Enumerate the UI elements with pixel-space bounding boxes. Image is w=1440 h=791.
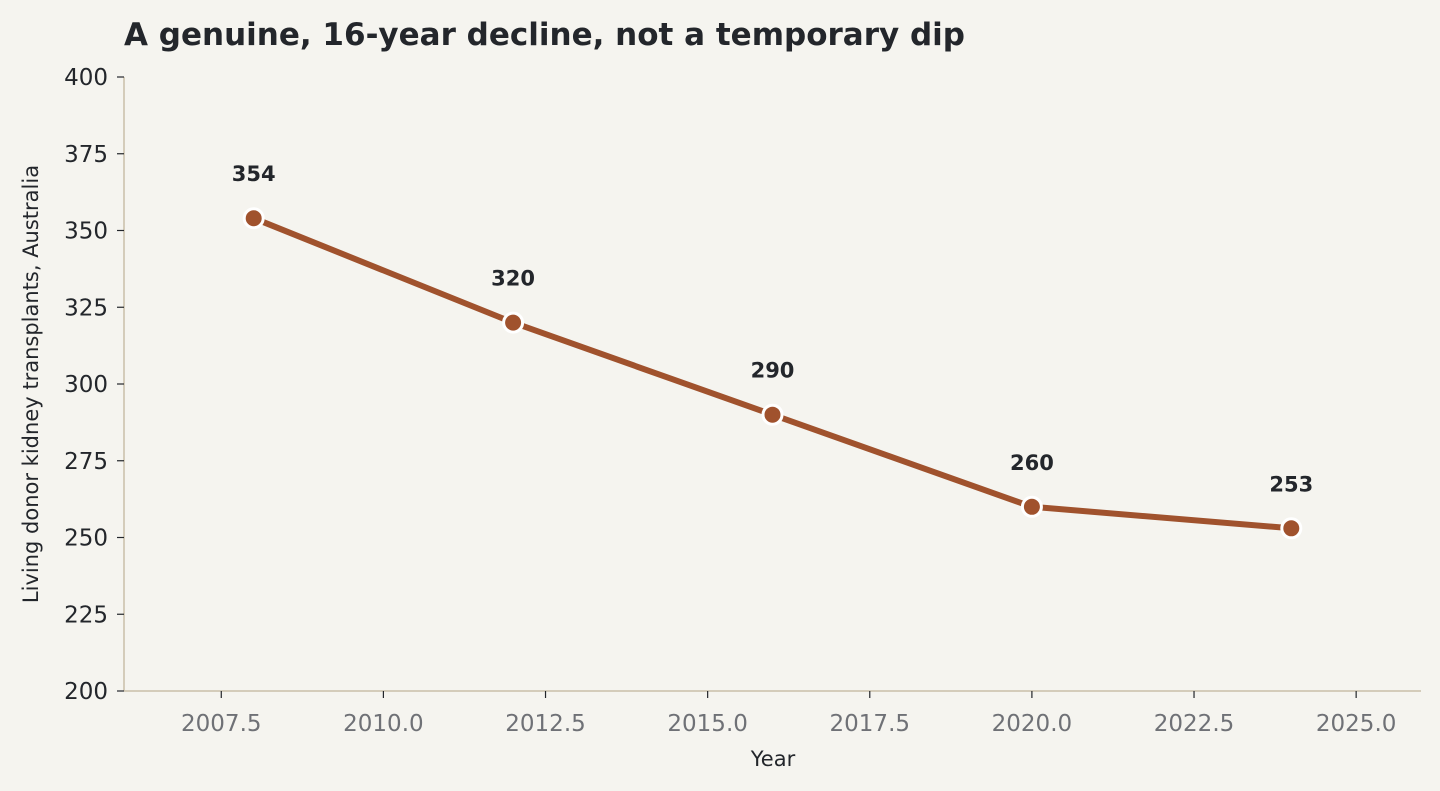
y-tick-label: 375 [64, 142, 108, 168]
y-tick-label: 400 [64, 65, 108, 91]
chart-title: A genuine, 16-year decline, not a tempor… [124, 17, 965, 53]
data-label: 253 [1269, 472, 1313, 496]
y-tick-label: 200 [64, 679, 108, 705]
y-axis: 200 225 250 275 300 325 350 375 400 [64, 65, 125, 705]
y-tick-label: 350 [64, 219, 108, 245]
x-tick-label: 2025.0 [1316, 711, 1396, 737]
data-point [502, 311, 525, 334]
x-tick-label: 2015.0 [667, 711, 747, 737]
y-tick-label: 275 [64, 449, 108, 475]
data-series: 354 320 290 260 253 [232, 162, 1313, 540]
data-point [242, 207, 265, 230]
data-label: 320 [491, 267, 535, 291]
y-tick-label: 225 [64, 602, 108, 628]
x-tick-label: 2020.0 [992, 711, 1072, 737]
x-tick-label: 2010.0 [343, 711, 423, 737]
data-point [1020, 495, 1043, 518]
y-tick-label: 250 [64, 526, 108, 552]
x-axis: 2007.5 2010.0 2012.5 2015.0 2017.5 2020.0 2022… [124, 690, 1421, 737]
data-label: 260 [1010, 451, 1054, 475]
data-point [761, 403, 784, 426]
data-point [1280, 517, 1303, 540]
x-tick-label: 2022.5 [1154, 711, 1234, 737]
y-axis-label: Living donor kidney transplants, Austral… [19, 165, 43, 603]
data-label: 354 [232, 162, 276, 186]
x-tick-label: 2017.5 [830, 711, 910, 737]
x-axis-label: Year [750, 747, 796, 771]
x-tick-label: 2007.5 [181, 711, 261, 737]
x-tick-label: 2012.5 [505, 711, 585, 737]
data-label: 290 [751, 359, 795, 383]
y-tick-label: 300 [64, 372, 108, 398]
y-tick-label: 325 [64, 295, 108, 321]
